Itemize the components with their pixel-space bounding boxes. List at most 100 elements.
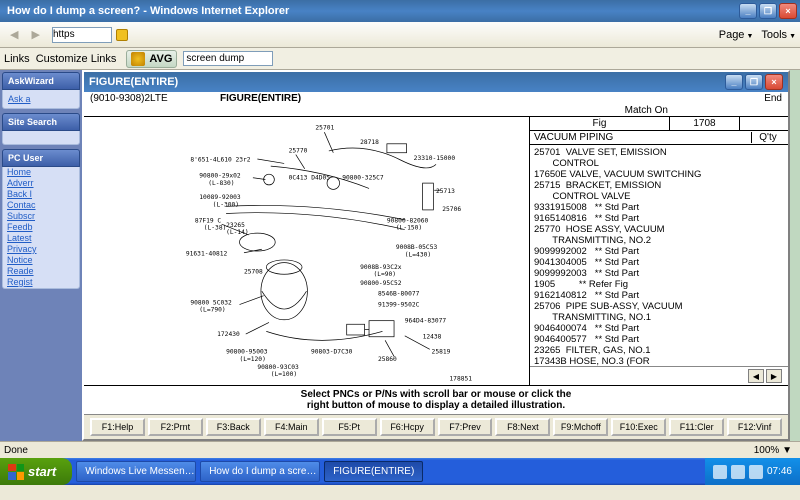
back-button[interactable]: ◀ bbox=[4, 26, 24, 43]
taskbar: start Windows Live Messen… How do I dump… bbox=[0, 458, 800, 485]
fkey-button[interactable]: F12:Vinf bbox=[727, 418, 782, 436]
svg-text:91631-40812: 91631-40812 bbox=[186, 250, 228, 257]
parts-pane: Fig 1708 VACUUM PIPING Q'ty 25701 VALVE … bbox=[530, 117, 788, 385]
start-button[interactable]: start bbox=[0, 458, 72, 485]
figure-window: FIGURE(ENTIRE) _ ❐ × (9010-9308)2LTE FIG… bbox=[82, 70, 790, 441]
part-row[interactable]: CONTROL bbox=[534, 158, 784, 169]
fwd-button[interactable]: ▶ bbox=[25, 26, 45, 43]
svg-text:172430: 172430 bbox=[217, 331, 240, 338]
svg-text:178851: 178851 bbox=[449, 376, 472, 383]
part-row[interactable]: 17650E VALVE, VACUUM SWITCHING bbox=[534, 169, 784, 180]
part-row[interactable]: 25715 BRACKET, EMISSION bbox=[534, 180, 784, 191]
figure-title: FIGURE(ENTIRE) bbox=[220, 93, 732, 104]
svg-text:90800-29x02: 90800-29x02 bbox=[199, 173, 241, 180]
part-row[interactable]: 9165140816 ** Std Part bbox=[534, 213, 784, 224]
close-button[interactable]: × bbox=[779, 3, 797, 19]
figure-end: End bbox=[732, 93, 782, 104]
figure-titlebar: FIGURE(ENTIRE) _ ❐ × bbox=[84, 72, 788, 92]
task-figure[interactable]: FIGURE(ENTIRE) bbox=[324, 461, 423, 482]
part-row[interactable]: 25706 PIPE SUB-ASSY, VACUUM bbox=[534, 301, 784, 312]
svg-text:25713: 25713 bbox=[436, 188, 455, 195]
part-row[interactable]: 23265 FILTER, GAS, NO.1 bbox=[534, 345, 784, 356]
sidebar-askwizard-header[interactable]: AskWizard bbox=[2, 72, 80, 90]
svg-text:25708: 25708 bbox=[244, 268, 263, 275]
fig-min-button[interactable]: _ bbox=[725, 74, 743, 90]
part-row[interactable]: 9331915008 ** Std Part bbox=[534, 202, 784, 213]
minimize-button[interactable]: _ bbox=[739, 3, 757, 19]
part-row[interactable]: 9099992002 ** Std Part bbox=[534, 246, 784, 257]
address-bar[interactable] bbox=[52, 27, 112, 43]
svg-text:9008B-05C53: 9008B-05C53 bbox=[396, 244, 438, 251]
system-tray[interactable]: 07:46 bbox=[705, 458, 800, 485]
svg-text:23310-15000: 23310-15000 bbox=[414, 155, 456, 162]
svg-text:25701: 25701 bbox=[315, 125, 334, 132]
main-title: How do I dump a screen? - Windows Intern… bbox=[3, 5, 739, 17]
part-row[interactable]: CONTROL VALVE bbox=[534, 191, 784, 202]
sidebar-pcuser-links: Home Adverr Back I Contac Subscr Feedb L… bbox=[2, 167, 80, 289]
part-row[interactable]: 9162140812 ** Std Part bbox=[534, 290, 784, 301]
part-row[interactable]: 9041304005 ** Std Part bbox=[534, 257, 784, 268]
part-row[interactable]: 17343B HOSE, NO.3 (FOR bbox=[534, 356, 784, 366]
zoom-level[interactable]: 100% ▼ bbox=[750, 445, 796, 456]
svg-text:(L=790): (L=790) bbox=[199, 307, 225, 314]
task-ie[interactable]: How do I dump a scre… bbox=[200, 461, 320, 482]
part-row[interactable]: TRANSMITTING, NO.2 bbox=[534, 235, 784, 246]
svg-text:90800-95C52: 90800-95C52 bbox=[360, 280, 402, 287]
tray-icon[interactable] bbox=[713, 465, 727, 479]
svg-text:25770: 25770 bbox=[289, 148, 308, 155]
figure-code: (9010-9308)2LTE bbox=[90, 93, 220, 104]
tray-icon[interactable] bbox=[731, 465, 745, 479]
diagram-pane[interactable]: 25701 28718 23310-15000 25770 8'651-4L61… bbox=[84, 117, 530, 385]
scroll-right-button[interactable]: ▶ bbox=[766, 369, 782, 383]
fig-no: 1708 bbox=[670, 117, 740, 130]
part-row[interactable]: 25701 VALVE SET, EMISSION bbox=[534, 147, 784, 158]
avg-icon bbox=[131, 52, 145, 66]
sidebar-pcuser-header[interactable]: PC User bbox=[2, 149, 80, 167]
page-menu[interactable]: Page▼ bbox=[719, 29, 754, 41]
maximize-button[interactable]: ❐ bbox=[759, 3, 777, 19]
fkey-button[interactable]: F10:Exec bbox=[611, 418, 666, 436]
svg-text:87F19 C: 87F19 C bbox=[195, 217, 222, 224]
hint-text: Select PNCs or P/Ns with scroll bar or m… bbox=[84, 385, 788, 414]
svg-text:(L-38): (L-38) bbox=[204, 225, 227, 232]
sidebar-sitesearch-header[interactable]: Site Search bbox=[2, 113, 80, 131]
svg-text:(L=100): (L=100) bbox=[271, 371, 297, 378]
tools-menu[interactable]: Tools▼ bbox=[761, 29, 796, 41]
fkey-button[interactable]: F4:Main bbox=[264, 418, 319, 436]
sidebar-link[interactable]: Ask a bbox=[8, 93, 74, 105]
fkey-button[interactable]: F8:Next bbox=[495, 418, 550, 436]
fkey-button[interactable]: F2:Prnt bbox=[148, 418, 203, 436]
fkey-button[interactable]: F3:Back bbox=[206, 418, 261, 436]
scroll-left-button[interactable]: ◀ bbox=[748, 369, 764, 383]
fig-close-button[interactable]: × bbox=[765, 74, 783, 90]
fkey-button[interactable]: F1:Help bbox=[90, 418, 145, 436]
fkey-button[interactable]: F11:Cler bbox=[669, 418, 724, 436]
avg-toolbar[interactable]: AVG bbox=[126, 50, 177, 68]
nav-toolbar: ◀ ▶ Page▼ Tools▼ bbox=[0, 22, 800, 48]
part-row[interactable]: TRANSMITTING, NO.1 bbox=[534, 312, 784, 323]
svg-text:90800-82060: 90800-82060 bbox=[387, 217, 429, 224]
fkey-button[interactable]: F6:Hcpy bbox=[380, 418, 435, 436]
part-row[interactable]: 9099992003 ** Std Part bbox=[534, 268, 784, 279]
customize-links[interactable]: Customize Links bbox=[36, 53, 117, 65]
svg-text:8'651-4L610 23r2: 8'651-4L610 23r2 bbox=[190, 157, 250, 164]
svg-text:(L=90): (L=90) bbox=[374, 271, 397, 278]
lock-icon bbox=[116, 29, 128, 41]
fig-max-button[interactable]: ❐ bbox=[745, 74, 763, 90]
fkey-button[interactable]: F7:Prev bbox=[438, 418, 493, 436]
part-row[interactable]: 9046400074 ** Std Part bbox=[534, 323, 784, 334]
avg-search-input[interactable] bbox=[183, 51, 273, 66]
task-messenger[interactable]: Windows Live Messen… bbox=[76, 461, 196, 482]
svg-text:(L-300): (L-300) bbox=[213, 201, 239, 208]
fkey-button[interactable]: F5:Pt bbox=[322, 418, 377, 436]
svg-text:(L=430): (L=430) bbox=[405, 251, 431, 258]
fkey-button[interactable]: F9:Mchoff bbox=[553, 418, 608, 436]
part-row[interactable]: 1905 ** Refer Fig bbox=[534, 279, 784, 290]
parts-list[interactable]: 25701 VALVE SET, EMISSION CONTROL17650E … bbox=[530, 145, 788, 366]
tray-icon[interactable] bbox=[749, 465, 763, 479]
part-row[interactable]: 9046400577 ** Std Part bbox=[534, 334, 784, 345]
parts-diagram: 25701 28718 23310-15000 25770 8'651-4L61… bbox=[84, 117, 529, 385]
svg-text:8546B-80077: 8546B-80077 bbox=[378, 291, 420, 298]
svg-text:9008B-93C2x: 9008B-93C2x bbox=[360, 264, 402, 271]
part-row[interactable]: 25770 HOSE ASSY, VACUUM bbox=[534, 224, 784, 235]
